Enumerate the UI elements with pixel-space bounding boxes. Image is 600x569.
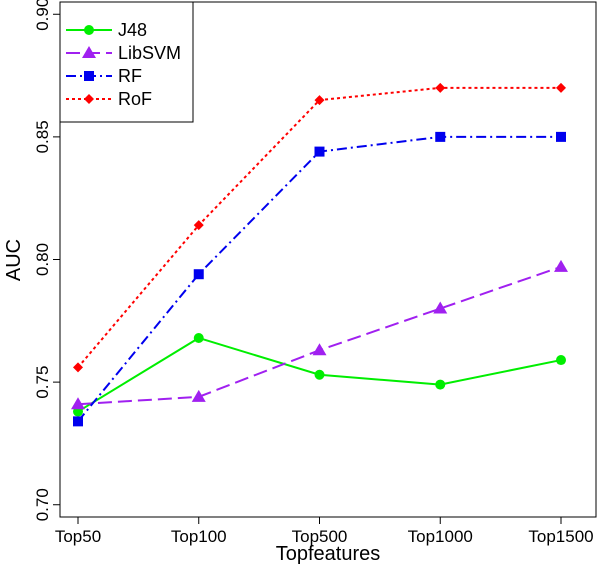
series-line-libsvm: [77, 265, 562, 406]
series-layer: [71, 82, 568, 427]
data-point-rof: [435, 82, 446, 93]
data-point-rf: [556, 131, 566, 142]
series-j48: [73, 332, 566, 417]
data-point-j48: [556, 355, 566, 366]
data-point-j48: [435, 379, 446, 390]
y-tick-label: 0.70: [33, 488, 52, 521]
x-tick-label: Top1500: [528, 527, 593, 546]
data-point-rof: [193, 220, 204, 231]
data-point-rf: [435, 131, 446, 142]
data-point-rf: [73, 416, 83, 427]
data-point-libsvm: [433, 301, 448, 314]
legend-label-j48: J48: [118, 20, 147, 40]
legend-label-rf: RF: [118, 66, 142, 86]
data-point-rof: [556, 82, 566, 93]
x-tick-label: Top100: [171, 527, 227, 546]
series-rf: [73, 131, 566, 427]
legend-marker-libsvm: [82, 46, 96, 58]
y-tick-label: 0.75: [33, 366, 52, 399]
legend-label-libsvm: LibSVM: [118, 43, 181, 63]
legend-box: [59, 1, 194, 123]
legend-marker-rf: [84, 71, 94, 81]
y-axis-title: AUC: [3, 239, 25, 281]
series-line-rof: [77, 86, 561, 369]
x-tick-label: Top50: [55, 527, 101, 546]
data-point-libsvm: [312, 343, 327, 356]
legend: J48 LibSVM RF RoF: [59, 1, 194, 123]
y-tick-label: 0.80: [33, 243, 52, 276]
series-rof: [73, 82, 566, 373]
data-point-libsvm: [71, 397, 85, 410]
series-libsvm: [71, 259, 568, 410]
y-tick-label: 0.85: [33, 120, 52, 153]
legend-label-rof: RoF: [118, 89, 152, 109]
data-point-rf: [193, 269, 204, 280]
data-point-j48: [314, 369, 325, 380]
x-tick-label: Top500: [292, 527, 348, 546]
legend-marker-rof: [84, 94, 94, 104]
x-tick-label: Top1000: [408, 527, 473, 546]
data-point-libsvm: [554, 259, 568, 272]
legend-marker-j48: [84, 25, 94, 35]
data-point-rf: [314, 146, 325, 157]
x-axis: Top50 Top100 Top500 Top1000 Top1500: [55, 517, 594, 546]
y-tick-label: 0.90: [33, 0, 52, 31]
data-point-rof: [314, 95, 325, 106]
y-axis: 0.70 0.75 0.80 0.85 0.90: [33, 0, 60, 521]
x-axis-title: Topfeatures: [276, 543, 381, 565]
data-point-j48: [193, 332, 204, 343]
data-point-rof: [73, 362, 83, 373]
data-point-libsvm: [191, 389, 206, 402]
